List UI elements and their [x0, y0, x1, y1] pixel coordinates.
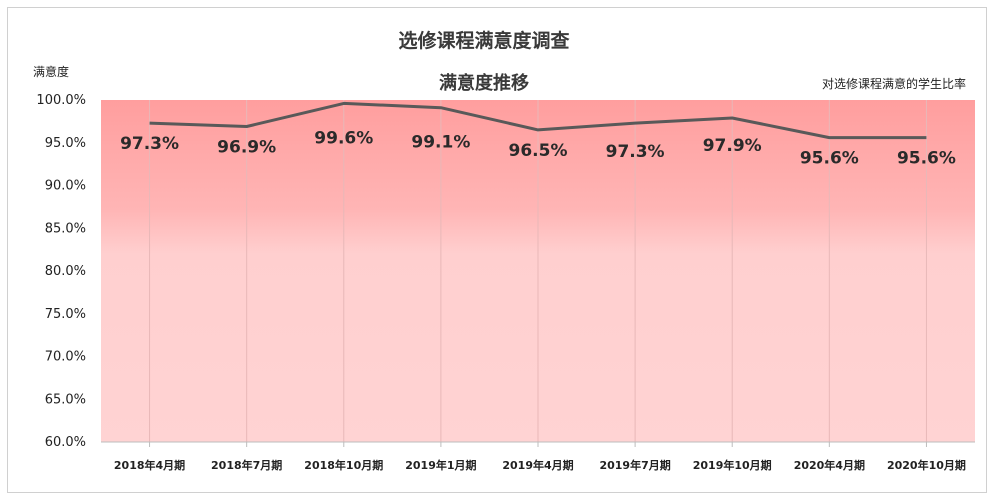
x-tick-marks — [149, 442, 927, 447]
chart-title: 选修课程满意度调查 — [398, 29, 570, 52]
x-tick-label: 2019年4月期 — [502, 458, 573, 472]
x-tick-label: 2018年7月期 — [211, 458, 282, 472]
x-tick-label: 2019年1月期 — [405, 458, 476, 472]
data-label: 97.3% — [120, 134, 179, 154]
gridlines — [149, 100, 927, 442]
data-label: 95.6% — [897, 149, 956, 169]
data-label: 99.6% — [314, 128, 373, 148]
x-tick-label: 2019年10月期 — [693, 458, 772, 472]
x-tick-label: 2020年4月期 — [794, 458, 865, 472]
series-line-group — [149, 101, 927, 140]
x-tick-label: 2020年10月期 — [887, 458, 966, 472]
chart-subtitle: 满意度推移 — [439, 72, 529, 94]
y-tick-label: 95.0% — [45, 136, 86, 151]
x-tick-label: 2019年7月期 — [599, 458, 670, 472]
data-labels: 97.3% 96.9% 99.6% 99.1% 96.5% 97.3% 97.9% 95.6%… — [120, 128, 956, 168]
data-label: 95.6% — [800, 149, 859, 169]
data-label: 96.9% — [217, 138, 276, 158]
y-tick-label: 70.0% — [45, 350, 86, 365]
y-tick-label: 85.0% — [45, 221, 86, 236]
data-label: 97.9% — [703, 136, 762, 156]
x-tick-labels: 2018年4月期 2018年7月期 2018年10月期 2019年1月期 2019年4月… — [114, 458, 966, 472]
y-axis-title: 满意度 — [33, 64, 69, 79]
x-tick-label: 2018年10月期 — [304, 458, 383, 472]
y-tick-label: 80.0% — [45, 264, 86, 279]
y-tick-label: 90.0% — [45, 179, 86, 194]
y-tick-labels: 60.0% 65.0% 70.0% 75.0% 80.0% 85.0% 90.0% 95.0%… — [36, 93, 86, 450]
y-tick-label: 60.0% — [45, 435, 86, 450]
y-tick-label: 75.0% — [45, 307, 86, 322]
chart-annotation: 对选修课程满意的学生比率 — [822, 76, 966, 91]
data-label: 99.1% — [411, 133, 470, 153]
chart-frame — [7, 7, 987, 493]
data-label: 96.5% — [509, 141, 568, 161]
y-tick-label: 65.0% — [45, 392, 86, 407]
y-tick-label: 100.0% — [36, 93, 86, 108]
series-line — [149, 101, 927, 140]
x-tick-label: 2018年4月期 — [114, 458, 185, 472]
data-label: 97.3% — [606, 142, 665, 162]
